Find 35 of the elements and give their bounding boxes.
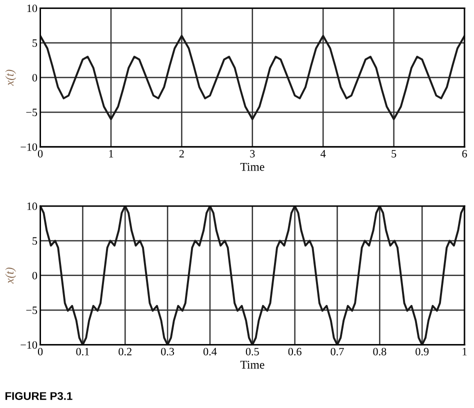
x-tick-label: 0	[38, 150, 43, 158]
y-tick-label: −10	[20, 341, 38, 349]
x-tick-label: 0.8	[373, 348, 386, 356]
x-tick-label: 0	[38, 348, 43, 356]
x-tick-label: 6	[462, 150, 467, 158]
y-tick-label: −5	[26, 108, 38, 116]
x-tick-label: 0.7	[330, 348, 344, 356]
y-axis-title: x(t)	[5, 70, 16, 86]
line-series	[40, 206, 465, 345]
x-tick-label: 0.6	[288, 348, 302, 356]
y-tick-label: 10	[27, 4, 38, 12]
y-tick-label: 0	[32, 74, 38, 82]
x-tick-label: 0.1	[76, 348, 89, 356]
y-tick-label: −5	[26, 306, 38, 314]
caption: FIGURE P3.1	[5, 392, 72, 400]
x-tick-label: 0.2	[118, 348, 132, 356]
x-tick-label: 0.4	[203, 348, 217, 356]
x-axis-title: Time	[240, 360, 264, 369]
y-axis-title: x(t)	[5, 268, 16, 284]
y-tick-label: 10	[27, 202, 38, 210]
x-tick-label: 4	[320, 150, 326, 158]
x-tick-label: 2	[179, 150, 184, 158]
x-tick-label: 1	[109, 150, 114, 158]
line-series	[40, 34, 465, 120]
x-tick-label: 0.9	[416, 348, 429, 356]
x-tick-label: 5	[392, 150, 396, 158]
y-tick-label: 0	[32, 272, 38, 280]
x-tick-label: 0.3	[161, 348, 174, 356]
y-tick-label: 5	[32, 39, 38, 47]
x-tick-label: 1	[462, 348, 467, 356]
x-tick-label: 0.5	[246, 348, 259, 356]
y-tick-label: −10	[20, 143, 38, 151]
x-tick-label: 3	[250, 150, 255, 158]
y-tick-label: 5	[32, 237, 38, 245]
x-axis-title: Time	[240, 162, 264, 171]
